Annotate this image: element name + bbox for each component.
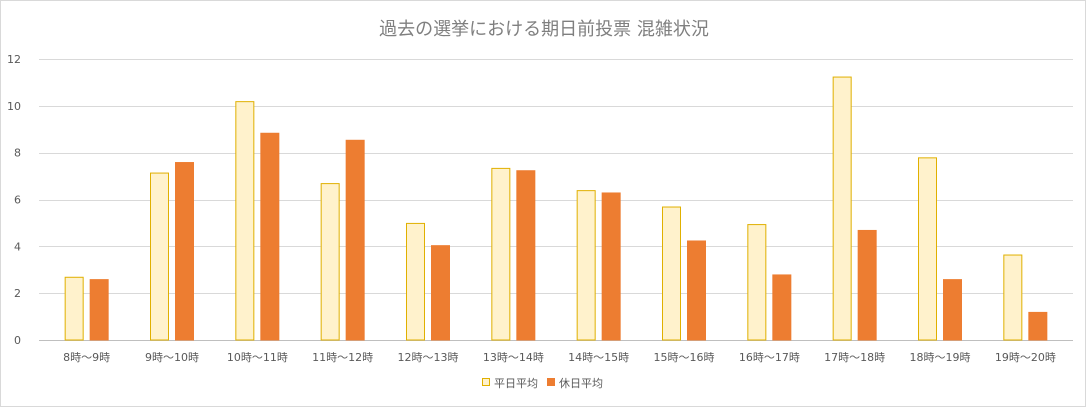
bar-holiday	[601, 192, 621, 341]
y-tick-label: 12	[7, 53, 21, 66]
bar-holiday	[943, 279, 962, 341]
bar-holiday	[772, 274, 792, 341]
x-tick-label: 19時～20時	[995, 351, 1056, 364]
bar-weekday	[235, 101, 255, 341]
bar-holiday	[1028, 311, 1048, 341]
x-tick-label: 10時～11時	[227, 351, 288, 364]
x-tick-label: 8時～9時	[63, 351, 110, 364]
x-tick-label: 15時～16時	[654, 351, 715, 364]
bar-weekday	[918, 157, 937, 341]
legend-label-holiday: 休日平均	[559, 377, 603, 390]
bar-holiday	[857, 229, 877, 341]
bar-weekday	[576, 190, 596, 341]
bar-holiday	[260, 132, 280, 341]
legend: 平日平均 休日平均	[482, 377, 603, 390]
y-tick-label: 2	[14, 287, 21, 300]
chart-title: 過去の選挙における期日前投票 混雑状況	[379, 19, 709, 40]
x-tick-label: 16時～17時	[739, 351, 800, 364]
bars	[64, 76, 1048, 341]
bar-weekday	[491, 167, 511, 341]
bar-holiday	[431, 245, 450, 341]
bar-holiday	[516, 170, 536, 341]
x-tick-label: 12時～13時	[398, 351, 459, 364]
legend-swatch-weekday	[482, 378, 490, 386]
y-tick-label: 10	[7, 100, 21, 113]
bar-weekday	[1003, 254, 1023, 341]
y-tick-label: 8	[14, 147, 21, 160]
x-tick-label: 11時～12時	[312, 351, 373, 364]
legend-swatch-holiday	[547, 378, 555, 386]
bar-holiday	[345, 139, 365, 341]
bar-weekday	[150, 172, 169, 341]
bar-holiday	[687, 240, 706, 341]
bar-weekday	[64, 276, 84, 341]
gridlines	[39, 59, 1073, 341]
y-tick-label: 6	[14, 194, 21, 207]
bar-weekday	[320, 183, 340, 341]
legend-label-weekday: 平日平均	[494, 377, 538, 390]
bar-holiday	[89, 279, 109, 341]
y-axis-ticks: 0 2 4 6 8 10 12	[7, 53, 21, 347]
bar-holiday	[175, 162, 194, 341]
y-tick-label: 0	[14, 334, 21, 347]
bar-weekday	[832, 76, 852, 341]
x-tick-label: 17時～18時	[824, 351, 885, 364]
bar-weekday	[662, 206, 681, 341]
y-tick-label: 4	[14, 240, 21, 253]
bar-weekday	[747, 224, 767, 341]
x-tick-label: 14時～15時	[568, 351, 629, 364]
x-tick-label: 9時～10時	[145, 351, 199, 364]
x-tick-label: 18時～19時	[910, 351, 971, 364]
x-axis-ticks: 8時～9時 9時～10時 10時～11時 11時～12時 12時～13時 13時～14時 1…	[63, 351, 1056, 364]
x-tick-label: 13時～14時	[483, 351, 544, 364]
bar-weekday	[406, 222, 425, 341]
